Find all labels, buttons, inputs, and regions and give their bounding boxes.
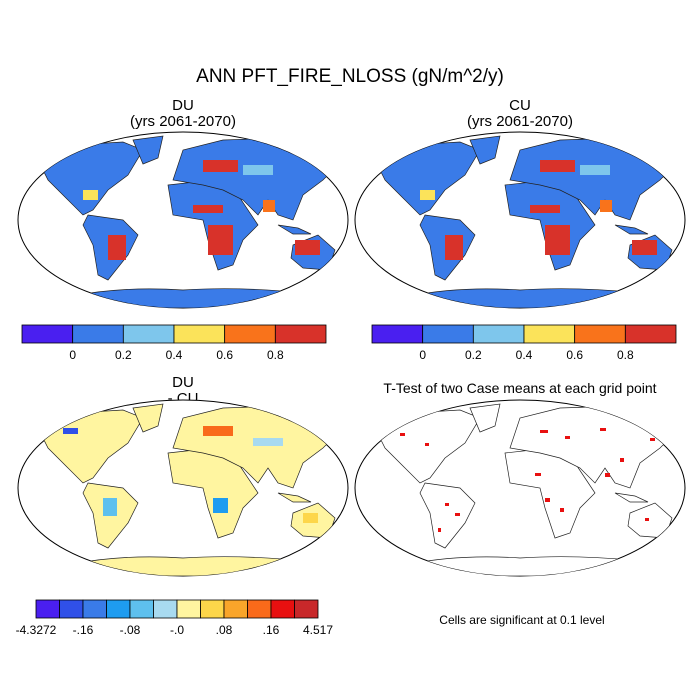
panel-subtitle: (yrs 2061-2070): [130, 113, 236, 130]
panel-subtitle: (yrs 2061-2070): [467, 113, 573, 130]
colorbar-label: .08: [216, 623, 233, 637]
colorbar-label: 0.4: [166, 348, 183, 362]
colorbar-box: [270, 599, 295, 619]
colorbar-box: [224, 324, 276, 344]
colorbar-box: [122, 324, 175, 344]
colorbar-box: [173, 324, 226, 344]
colorbar-label: -.16: [73, 623, 94, 637]
colorbar-box: [422, 324, 474, 344]
colorbar-label: 0.2: [115, 348, 132, 362]
colorbar-box: [129, 599, 154, 619]
colorbar-box: [200, 599, 225, 619]
panel: DU- CU-4.3272 -.16 -.08 -.0.08.16 4.517: [16, 374, 349, 637]
colorbar-label: 0.2: [465, 348, 482, 362]
map: [354, 399, 686, 577]
panel: T-Test of two Case means at each grid po…: [354, 380, 686, 627]
colorbar-box: [624, 324, 677, 344]
colorbar-label: -.08: [120, 623, 141, 637]
colorbar-label: 0: [69, 348, 76, 362]
colorbar-label: 0: [419, 348, 426, 362]
colorbar-label: -4.3272: [16, 623, 57, 637]
colorbar-box: [35, 599, 60, 619]
colorbar-box: [21, 324, 74, 344]
colorbar-box: [223, 599, 248, 619]
colorbar-box: [82, 599, 107, 619]
colorbar-box: [176, 599, 201, 619]
colorbar-box: [106, 599, 131, 619]
map: [354, 131, 686, 309]
map: [17, 399, 349, 577]
panel-title: CU: [509, 97, 531, 114]
colorbar-box: [72, 324, 124, 344]
colorbar-label: .16: [263, 623, 280, 637]
panel: CU(yrs 2061-2070) 0 0.2 0.4 0.6 0.8: [354, 97, 686, 362]
colorbar-box: [274, 324, 327, 344]
figure-title: ANN PFT_FIRE_NLOSS (gN/m^2/y): [196, 66, 504, 87]
colorbar-label: 0.6: [216, 348, 233, 362]
colorbar-label: 0.6: [566, 348, 583, 362]
panel-title: DU: [172, 97, 194, 114]
colorbar-box: [523, 324, 576, 344]
colorbar-box: [59, 599, 84, 619]
panel-title: T-Test of two Case means at each grid po…: [383, 380, 656, 396]
colorbar-box: [153, 599, 178, 619]
colorbar-box: [574, 324, 626, 344]
colorbar-box: [294, 599, 319, 619]
colorbar-label: 0.8: [267, 348, 284, 362]
colorbar-label: -.0: [170, 623, 184, 637]
colorbar-box: [371, 324, 424, 344]
colorbar-box: [472, 324, 525, 344]
colorbar-label: 4.517: [303, 623, 333, 637]
panel-title: DU: [172, 374, 194, 391]
panel-note: Cells are significant at 0.1 level: [439, 613, 604, 627]
panels: DU(yrs 2061-2070)0 0.2 0.4 0.6 0.8CU(yrs 206…: [16, 97, 686, 637]
map: [17, 131, 349, 309]
colorbar-label: 0.4: [516, 348, 533, 362]
panel: DU(yrs 2061-2070) 0 0.2 0.4 0.6 0.8: [17, 97, 349, 362]
colorbar-box: [247, 599, 272, 619]
colorbar-label: 0.8: [617, 348, 634, 362]
